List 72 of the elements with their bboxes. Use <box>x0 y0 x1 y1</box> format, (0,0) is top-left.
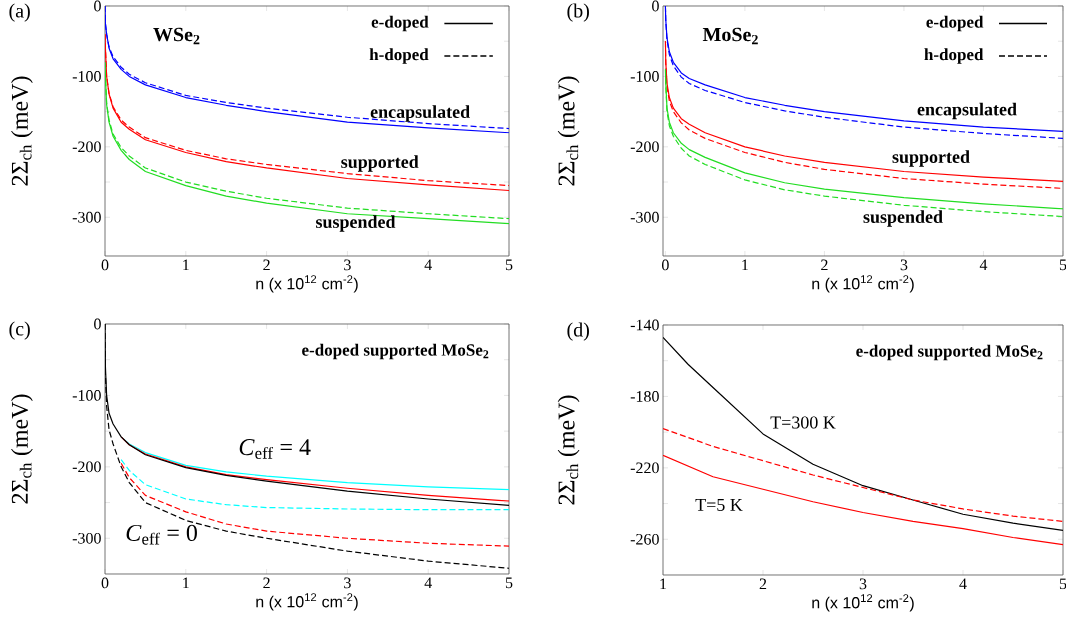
y-tick-label: 0 <box>94 318 101 330</box>
y-tick-label: -220 <box>630 462 659 474</box>
y-tick-label: -100 <box>72 390 101 401</box>
annotation: supported <box>892 150 970 167</box>
y-tick-label: -100 <box>630 71 659 82</box>
x-tick-label: 3 <box>859 578 867 590</box>
annotation: suspended <box>863 210 943 227</box>
y-tick-label: -300 <box>630 211 659 223</box>
annotation: T=5 K <box>695 499 743 511</box>
x-axis-title: n (x 10$^{12}$ cm$^{-2}$) <box>812 275 914 293</box>
annotation: C$_{eff}$ = 0 <box>126 524 197 545</box>
x-tick-label: 1 <box>660 578 667 590</box>
y-axis-title: 2Σ$_{ch}$ (meV) <box>557 76 580 186</box>
text: (c) <box>9 321 30 340</box>
x-tick-label: 5 <box>1059 578 1066 590</box>
x-tick-label: 2 <box>263 259 270 271</box>
y-tick-label: -300 <box>72 211 101 223</box>
x-tick-label: 2 <box>759 578 767 590</box>
y-axis-title: 2Σ$_{ch}$ (meV) <box>557 395 580 505</box>
x-axis-title: n (x 10$^{12}$ cm$^{-2}$) <box>256 593 358 611</box>
text: e-doped supported MoSe$_{2}$ <box>856 344 1043 361</box>
annotation: supported <box>341 155 419 172</box>
y-tick-label: -200 <box>72 141 101 153</box>
x-axis-title: n (x 10$^{12}$ cm$^{-2}$) <box>812 594 914 612</box>
text: MoSe$_{2}$ <box>702 27 758 45</box>
annotation: suspended <box>316 215 396 232</box>
x-tick-label: 2 <box>821 259 828 271</box>
annotation: T=300 K <box>770 416 836 429</box>
x-tick-label: 3 <box>344 577 351 589</box>
text: e-doped supported MoSe$_{2}$ <box>302 343 489 360</box>
annotation: encapsulated <box>917 102 1017 120</box>
x-tick-label: 3 <box>344 259 351 271</box>
y-tick-label: -300 <box>72 532 101 544</box>
annotation: h-doped <box>369 48 429 64</box>
annotation: C$_{eff}$ = 4 <box>239 439 311 459</box>
y-tick-label: -140 <box>630 319 659 331</box>
text: (a) <box>9 3 30 22</box>
line-series <box>120 462 509 547</box>
line-series <box>663 454 1063 546</box>
x-tick-label: 5 <box>1059 259 1066 271</box>
y-tick-label: -100 <box>72 71 101 82</box>
x-axis-title: n (x 10$^{12}$ cm$^{-2}$) <box>256 275 358 293</box>
x-tick-label: 4 <box>979 259 988 271</box>
text: (d) <box>567 322 589 341</box>
annotation: h-doped <box>924 48 984 64</box>
y-axis-title: 2Σ$_{ch}$ (meV) <box>11 76 33 186</box>
x-tick-label: 5 <box>505 577 513 589</box>
x-tick-label: 5 <box>505 259 513 271</box>
x-tick-label: 1 <box>183 259 189 271</box>
y-tick-label: 0 <box>94 0 101 12</box>
x-tick-label: 4 <box>424 259 432 271</box>
text: (b) <box>567 3 589 22</box>
y-tick-label: -180 <box>630 391 659 402</box>
x-tick-label: 4 <box>424 577 432 589</box>
x-tick-label: 1 <box>183 577 189 589</box>
line-series <box>663 336 1063 531</box>
line-series <box>120 459 509 511</box>
y-tick-label: -260 <box>630 533 659 545</box>
annotation: encapsulated <box>370 105 470 122</box>
x-tick-label: 4 <box>959 578 967 590</box>
y-axis-title: 2Σ$_{ch}$ (meV) <box>11 394 33 504</box>
y-tick-label: -200 <box>72 461 101 473</box>
annotation: e-doped <box>926 15 984 32</box>
x-tick-label: 1 <box>742 259 748 271</box>
x-tick-label: 0 <box>662 259 669 271</box>
x-tick-label: 3 <box>900 259 908 271</box>
y-tick-label: 0 <box>652 0 659 12</box>
y-tick-label: -200 <box>630 141 659 153</box>
annotation: e-doped <box>371 15 429 32</box>
x-tick-label: 2 <box>263 577 270 589</box>
line-series <box>663 427 1063 523</box>
text: WSe$_{2}$ <box>153 27 200 45</box>
